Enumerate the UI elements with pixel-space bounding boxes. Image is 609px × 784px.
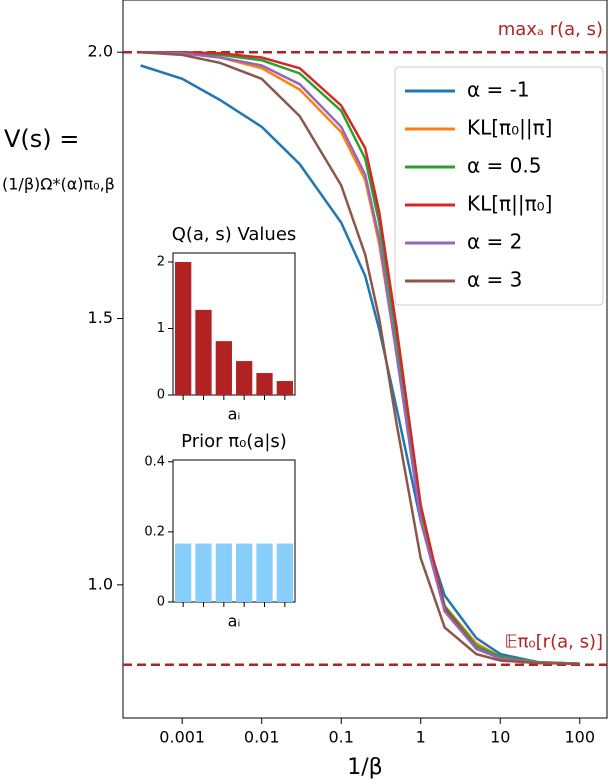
x-tick-label: 10 (490, 728, 510, 747)
bar (175, 543, 192, 602)
bar (195, 309, 212, 395)
y-tick-label: 1.0 (88, 574, 113, 593)
bar (256, 543, 273, 602)
series-line (140, 50, 580, 665)
legend-label: KL[π₀||π] (467, 116, 552, 140)
y-tick-label: 0.2 (144, 524, 165, 539)
x-axis-label: 1/β (347, 755, 382, 780)
series-line (140, 50, 580, 665)
series-line (140, 50, 580, 665)
reference-label: 𝔼π₀[r(a, s)] (504, 632, 603, 653)
bar (276, 543, 293, 602)
bar (276, 381, 293, 395)
legend-label: α = -1 (467, 78, 530, 102)
legend-label: α = 2 (467, 230, 522, 254)
y-tick-label: 2 (157, 254, 165, 269)
x-axis-label: aᵢ (228, 612, 241, 631)
x-axis-label: aᵢ (228, 405, 241, 424)
bar (236, 543, 253, 602)
bar (195, 543, 212, 602)
y-axis-label: (1/β)Ω*(α)π₀,β (2, 175, 115, 194)
y-tick-label: 0 (157, 388, 165, 403)
reference-label: maxₐ r(a, s) (498, 19, 603, 40)
bar (215, 543, 232, 602)
y-tick-label: 1.5 (88, 308, 113, 327)
legend-label: α = 0.5 (467, 154, 541, 178)
x-tick-label: 0.1 (329, 728, 354, 747)
bar (256, 373, 273, 395)
x-tick-label: 0.01 (244, 728, 280, 747)
legend-label: KL[π||π₀] (467, 192, 552, 216)
bar (215, 341, 232, 395)
x-tick-label: 0.001 (159, 728, 205, 747)
bar (175, 261, 192, 395)
inset-frame (172, 459, 296, 603)
y-axis-label: V(s) = (4, 125, 79, 153)
inset-title: Q(a, s) Values (172, 224, 297, 245)
inset-frame (172, 252, 296, 396)
bar (236, 361, 253, 395)
legend-box (394, 66, 604, 306)
inset-title: Prior π₀(a|s) (181, 431, 287, 452)
y-tick-label: 0 (157, 595, 165, 610)
y-tick-label: 2.0 (88, 42, 113, 61)
series-line (140, 64, 580, 665)
y-tick-label: 1 (157, 321, 165, 336)
legend-label: α = 3 (467, 268, 522, 292)
x-tick-label: 1 (416, 728, 426, 747)
x-tick-label: 100 (564, 728, 595, 747)
y-tick-label: 0.4 (144, 454, 165, 469)
